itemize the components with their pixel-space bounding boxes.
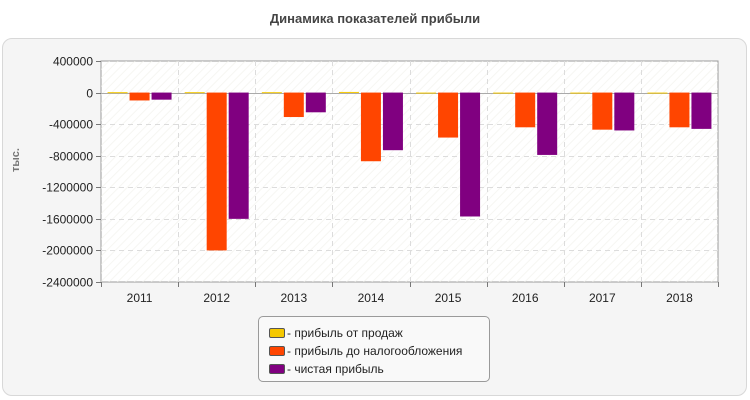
bar-sales-profit — [416, 92, 437, 94]
bar-pretax-profit — [129, 92, 150, 101]
bar-sales-profit — [493, 92, 514, 94]
y-tick-label: -2400000 — [42, 276, 93, 290]
legend-item-sales-profit: - прибыль от продаж — [269, 325, 403, 341]
x-tick-label: 2012 — [203, 291, 230, 305]
bar-sales-profit — [184, 92, 205, 94]
bar-pretax-profit — [283, 92, 304, 118]
bar-net-profit — [305, 92, 326, 113]
bar-sales-profit — [647, 92, 668, 94]
legend: - прибыль от продаж - прибыль до налогоо… — [258, 316, 490, 382]
chart-title: Динамика показателей прибыли — [269, 11, 481, 26]
bar-sales-profit — [338, 91, 359, 93]
bar-net-profit — [151, 92, 172, 100]
bar-net-profit — [537, 92, 558, 155]
bar-layer — [107, 91, 712, 251]
y-tick-label: -800000 — [49, 150, 93, 164]
legend-swatch-sales-profit — [269, 328, 285, 338]
legend-label-net-profit: - чистая прибыль — [287, 362, 384, 376]
legend-label-pretax-profit: - прибыль до налогообложения — [287, 344, 463, 358]
axis-layer: 400000 0 -400000 -800000 -1200000 -1600000 -20… — [42, 55, 719, 305]
legend-item-pretax-profit: - прибыль до налогообложения — [269, 343, 462, 359]
y-tick-label: -1200000 — [42, 181, 93, 195]
grid-layer — [101, 61, 718, 282]
y-axis-label: тыс. — [10, 148, 22, 172]
x-tick-label: 2016 — [512, 291, 539, 305]
x-tick-label: 2017 — [589, 291, 616, 305]
bar-net-profit — [382, 92, 403, 151]
y-tick-label: -2000000 — [42, 244, 93, 258]
bar-sales-profit — [107, 92, 128, 94]
bar-pretax-profit — [592, 92, 613, 130]
legend-item-net-profit: - чистая прибыль — [269, 361, 384, 377]
legend-swatch-net-profit — [269, 364, 285, 374]
bar-pretax-profit — [669, 92, 690, 128]
legend-label-sales-profit: - прибыль от продаж — [287, 326, 403, 340]
legend-text-pretax-profit: прибыль до налогообложения — [294, 344, 463, 358]
y-tick-label: -1600000 — [42, 213, 93, 227]
legend-swatch-pretax-profit — [269, 346, 285, 356]
bar-sales-profit — [261, 92, 282, 94]
x-tick-label: 2011 — [127, 291, 153, 305]
bar-net-profit — [228, 92, 249, 219]
x-tick-label: 2015 — [435, 291, 462, 305]
bar-pretax-profit — [438, 92, 459, 138]
x-tick-label: 2014 — [358, 291, 385, 305]
bar-net-profit — [460, 92, 481, 217]
y-tick-label: 400000 — [53, 55, 93, 69]
legend-text-sales-profit: прибыль от продаж — [294, 326, 403, 340]
bar-pretax-profit — [206, 92, 227, 251]
bar-net-profit — [691, 92, 712, 129]
y-tick-label: 0 — [86, 87, 93, 101]
bar-pretax-profit — [360, 92, 381, 162]
y-tick-label: -400000 — [49, 118, 93, 132]
bar-net-profit — [614, 92, 635, 131]
x-tick-label: 2018 — [666, 291, 693, 305]
bar-pretax-profit — [515, 92, 536, 128]
x-tick-label: 2013 — [280, 291, 307, 305]
bar-sales-profit — [570, 92, 591, 94]
legend-text-net-profit: чистая прибыль — [294, 362, 384, 376]
